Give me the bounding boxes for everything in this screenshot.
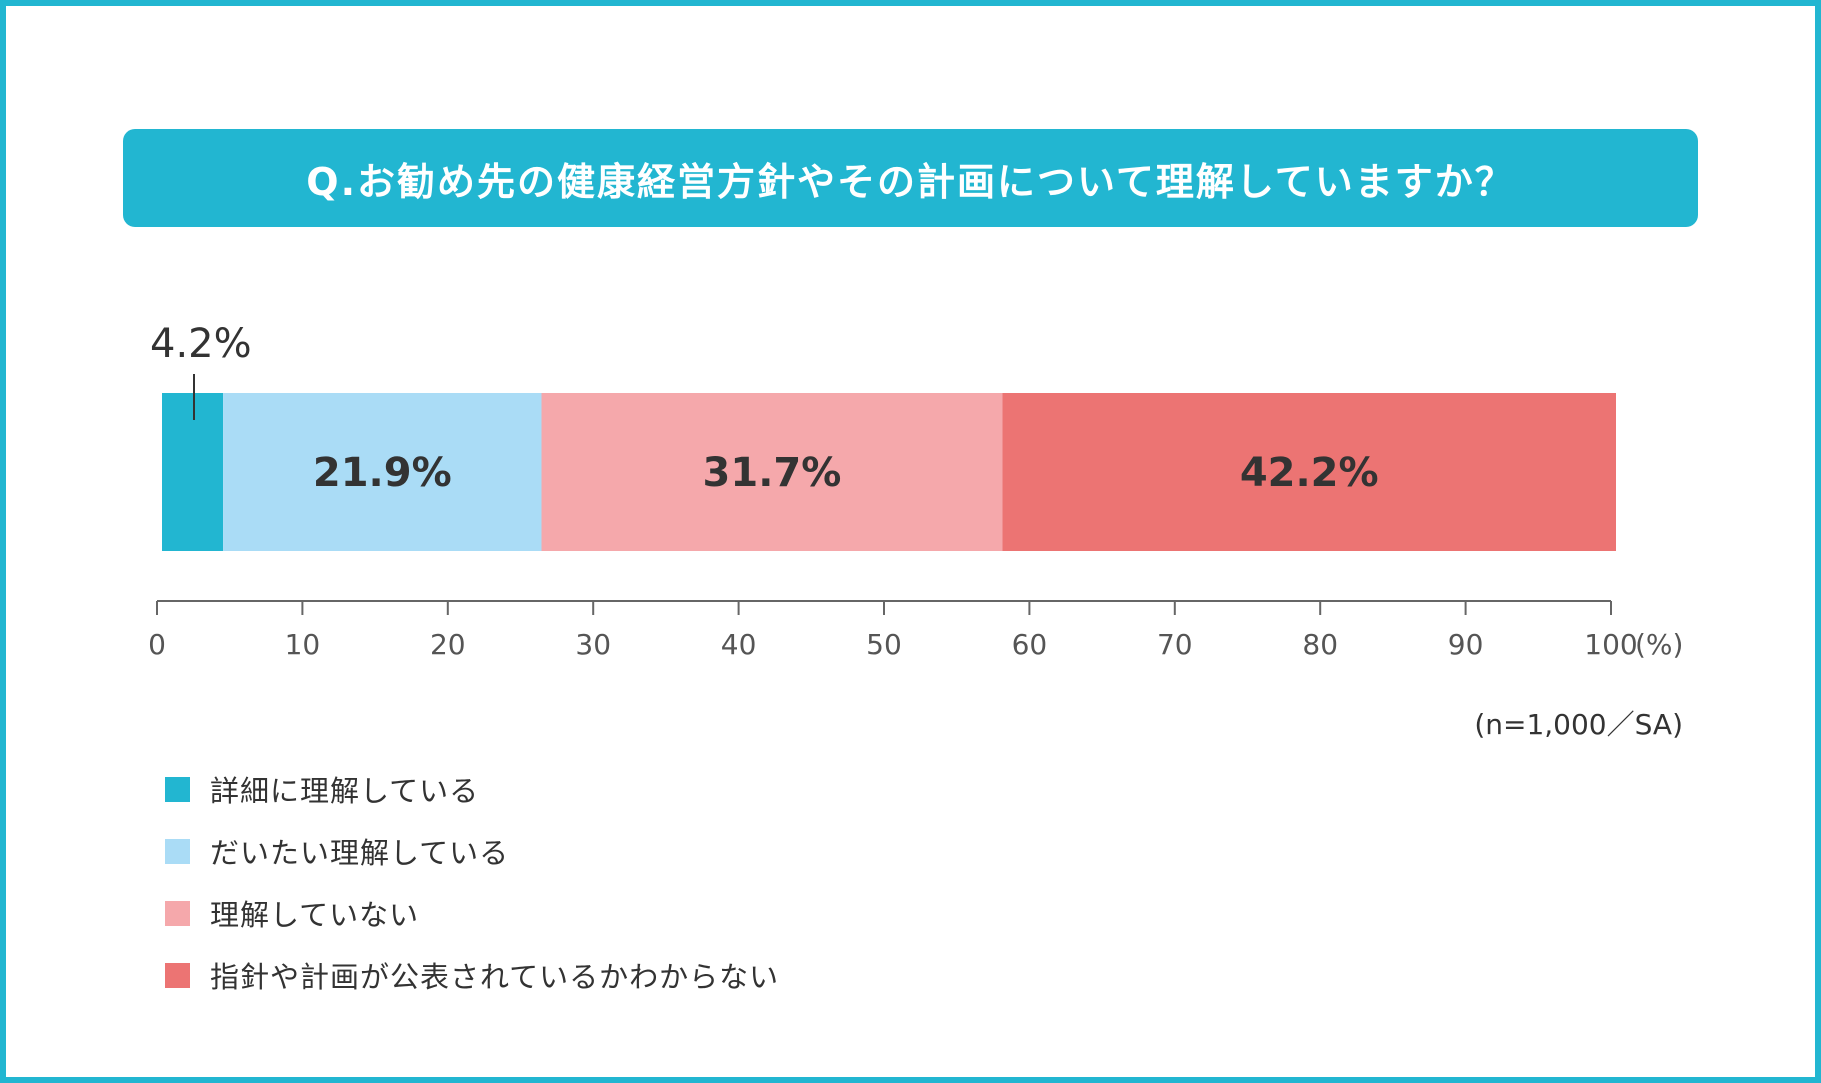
x-tick-label-30: 30	[575, 628, 611, 661]
legend-swatch-2	[165, 900, 190, 926]
bar-segment-1	[223, 393, 542, 551]
x-tick-label-20: 20	[430, 628, 466, 661]
legend-item-0: 詳細に理解している	[165, 758, 779, 820]
x-unit-label: (%)	[1635, 628, 1683, 661]
bar-segment-2	[541, 393, 1003, 551]
bar-segment-3	[1002, 393, 1616, 551]
legend-item-2: 理解していない	[165, 882, 779, 944]
data-label-0: 4.2%	[150, 321, 252, 367]
data-label-1: 21.9%	[313, 450, 452, 496]
x-tick-label-50: 50	[866, 628, 902, 661]
x-tick-label-60: 60	[1012, 628, 1048, 661]
legend-swatch-3	[165, 962, 190, 988]
data-label-2: 31.7%	[703, 450, 842, 496]
x-tick-label-10: 10	[285, 628, 321, 661]
bar-segment-0	[162, 393, 224, 551]
x-tick-label-80: 80	[1302, 628, 1338, 661]
legend-swatch-0	[165, 776, 190, 802]
question-banner: Q.お勧め先の健康経営方針やその計画について理解していますか？	[123, 129, 1698, 227]
legend-label-1: だいたい理解している	[210, 836, 510, 870]
sample-note: (n=1,000／SA)	[1474, 708, 1683, 741]
x-tick-label-100: 100	[1584, 628, 1637, 661]
x-tick-label-90: 90	[1448, 628, 1484, 661]
legend-item-1: だいたい理解している	[165, 820, 779, 882]
legend-swatch-1	[165, 838, 190, 864]
x-tick-label-70: 70	[1157, 628, 1193, 661]
legend-label-2: 理解していない	[210, 898, 420, 932]
chart-title: Q.お勧め先の健康経営方針やその計画について理解していますか？	[306, 159, 1515, 204]
legend-label-3: 指針や計画が公表されているかわからない	[210, 960, 780, 994]
legend-item-3: 指針や計画が公表されているかわからない	[165, 944, 779, 1006]
x-tick-label-0: 0	[148, 628, 166, 661]
legend: 詳細に理解している だいたい理解している 理解していない指針や計画が公表されているか…	[165, 758, 779, 1006]
legend-label-0: 詳細に理解している	[210, 774, 480, 808]
x-tick-label-40: 40	[721, 628, 757, 661]
data-label-3: 42.2%	[1240, 450, 1379, 496]
